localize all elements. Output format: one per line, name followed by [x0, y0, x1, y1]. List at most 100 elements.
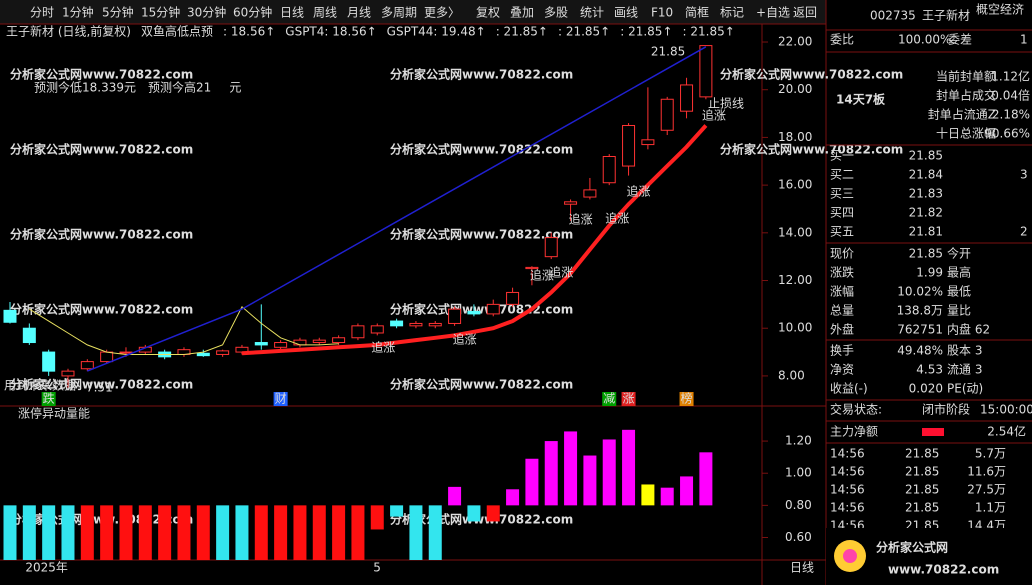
- candle-body: [196, 352, 210, 357]
- value: 0.020: [909, 382, 943, 396]
- candle-body: [622, 124, 636, 167]
- ma-line: [29, 306, 339, 355]
- value: 2.54亿: [987, 424, 1026, 439]
- watermark: 分析家公式网www.70822.com: [10, 142, 193, 157]
- label: 当前封单额: [936, 69, 996, 84]
- stock-name: 王子新材: [922, 8, 970, 23]
- y-tick-label: 1.00: [785, 466, 812, 480]
- candle-body: [370, 325, 384, 334]
- label: 委差: [948, 33, 972, 47]
- volume: 27.5万: [967, 483, 1006, 497]
- label: 流通 3: [947, 363, 982, 377]
- toolbar-tab[interactable]: 周线: [313, 6, 337, 20]
- candle-body: [42, 351, 56, 372]
- candle-body: [80, 361, 94, 370]
- label: 买二: [830, 168, 854, 182]
- legend-item: : 18.56↑: [223, 25, 275, 39]
- candle-body: [680, 84, 694, 112]
- bar: [448, 486, 462, 506]
- toolbar-tab[interactable]: 标记: [720, 6, 744, 20]
- toolbar-tab[interactable]: 月线: [347, 6, 371, 20]
- y-tick-label: 16.00: [778, 178, 812, 192]
- y-tick-label: 0.80: [785, 498, 812, 512]
- candle-body: [61, 370, 75, 377]
- toolbar-tab[interactable]: 5分钟: [102, 5, 134, 20]
- logo-url: www.70822.com: [888, 563, 999, 577]
- y-tick-label: 12.00: [778, 273, 812, 287]
- y-tick-label: 8.00: [778, 368, 805, 382]
- bar: [680, 476, 694, 506]
- y-tick-label: 1.20: [785, 434, 812, 448]
- candle-body: [312, 339, 326, 344]
- bar: [486, 505, 500, 522]
- toolbar-tab[interactable]: 返回: [793, 6, 817, 20]
- legend-item: : 21.85↑: [683, 25, 735, 39]
- bar: [235, 505, 249, 560]
- toolbar-tab[interactable]: 多周期: [381, 6, 417, 20]
- toolbar-tab[interactable]: 30分钟: [187, 5, 226, 20]
- toolbar-tab[interactable]: 复权: [476, 6, 500, 20]
- y-tick-label: 20.00: [778, 82, 812, 96]
- toolbar-tab[interactable]: 更多〉: [424, 6, 460, 20]
- candle-body: [22, 327, 36, 344]
- label: 封单占流通Z: [928, 107, 996, 122]
- x-tick-label: 2025年: [25, 561, 68, 575]
- legend-item: : 21.85↑: [496, 25, 548, 39]
- bar: [564, 431, 578, 506]
- chase-label: 追涨: [569, 212, 593, 227]
- ma-line: [241, 124, 708, 356]
- value: 0.04倍: [991, 88, 1030, 103]
- y-tick-label: 10.00: [778, 321, 812, 335]
- marker: 财: [275, 392, 287, 406]
- toolbar-tab[interactable]: 画线: [614, 6, 638, 20]
- label: 委比: [830, 33, 854, 47]
- forecast-text: 21: [196, 81, 211, 95]
- candle-body: [448, 308, 462, 324]
- logo-flower-center: [843, 549, 857, 563]
- value: 21.83: [909, 187, 943, 201]
- marker: 减: [603, 392, 615, 406]
- chase-label: 追涨: [530, 268, 554, 283]
- toolbar-tab[interactable]: 叠加: [510, 6, 534, 20]
- toolbar-tab[interactable]: 分时: [30, 6, 54, 20]
- toolbar-tab[interactable]: 15分钟: [141, 5, 180, 20]
- candle-body: [660, 98, 674, 131]
- volume: 11.6万: [967, 465, 1006, 479]
- label: 买一: [830, 149, 854, 163]
- candle-body: [409, 322, 423, 327]
- toolbar-tab[interactable]: F10: [651, 6, 673, 20]
- toolbar-tab[interactable]: 简框: [685, 6, 709, 20]
- label: 买四: [830, 206, 854, 220]
- watermark: 分析家公式网www.70822.com: [390, 142, 573, 157]
- label: 净资: [830, 363, 854, 377]
- candle-body: [486, 303, 500, 315]
- x-tick-label: 5: [373, 561, 381, 575]
- forecast-text: 18.339: [82, 81, 124, 95]
- label: 最低: [947, 285, 971, 299]
- price: 21.85: [905, 447, 939, 461]
- toolbar-tab[interactable]: +自选: [756, 6, 790, 20]
- y-tick-label: 18.00: [778, 130, 812, 144]
- value: 1.12亿: [991, 69, 1030, 84]
- value: 49.48%: [897, 344, 943, 358]
- forecast-text: 元: [124, 81, 136, 95]
- legend-item: : 21.85↑: [558, 25, 610, 39]
- bar: [428, 505, 442, 560]
- candle-body: [216, 350, 230, 355]
- toolbar-tab[interactable]: 60分钟: [233, 5, 272, 20]
- toolbar-tab[interactable]: 统计: [580, 6, 604, 20]
- value: 3: [1020, 168, 1028, 182]
- indicator-title: 涨停异动量能: [18, 406, 90, 421]
- toolbar-tab[interactable]: 日线: [280, 6, 304, 20]
- bar: [622, 429, 636, 506]
- marker-bg: [621, 392, 636, 406]
- toolbar-tab[interactable]: 1分钟: [62, 5, 94, 20]
- toolbar-tab[interactable]: 多股: [544, 6, 568, 20]
- bar: [42, 505, 56, 560]
- watermark: 分析家公式网www.70822.com: [390, 227, 573, 242]
- value: 138.8万: [897, 304, 943, 318]
- bar: [583, 455, 597, 506]
- bar: [216, 505, 230, 560]
- legend-item: 王子新材 (日线,前复权): [6, 24, 131, 39]
- candle-body: [564, 201, 578, 205]
